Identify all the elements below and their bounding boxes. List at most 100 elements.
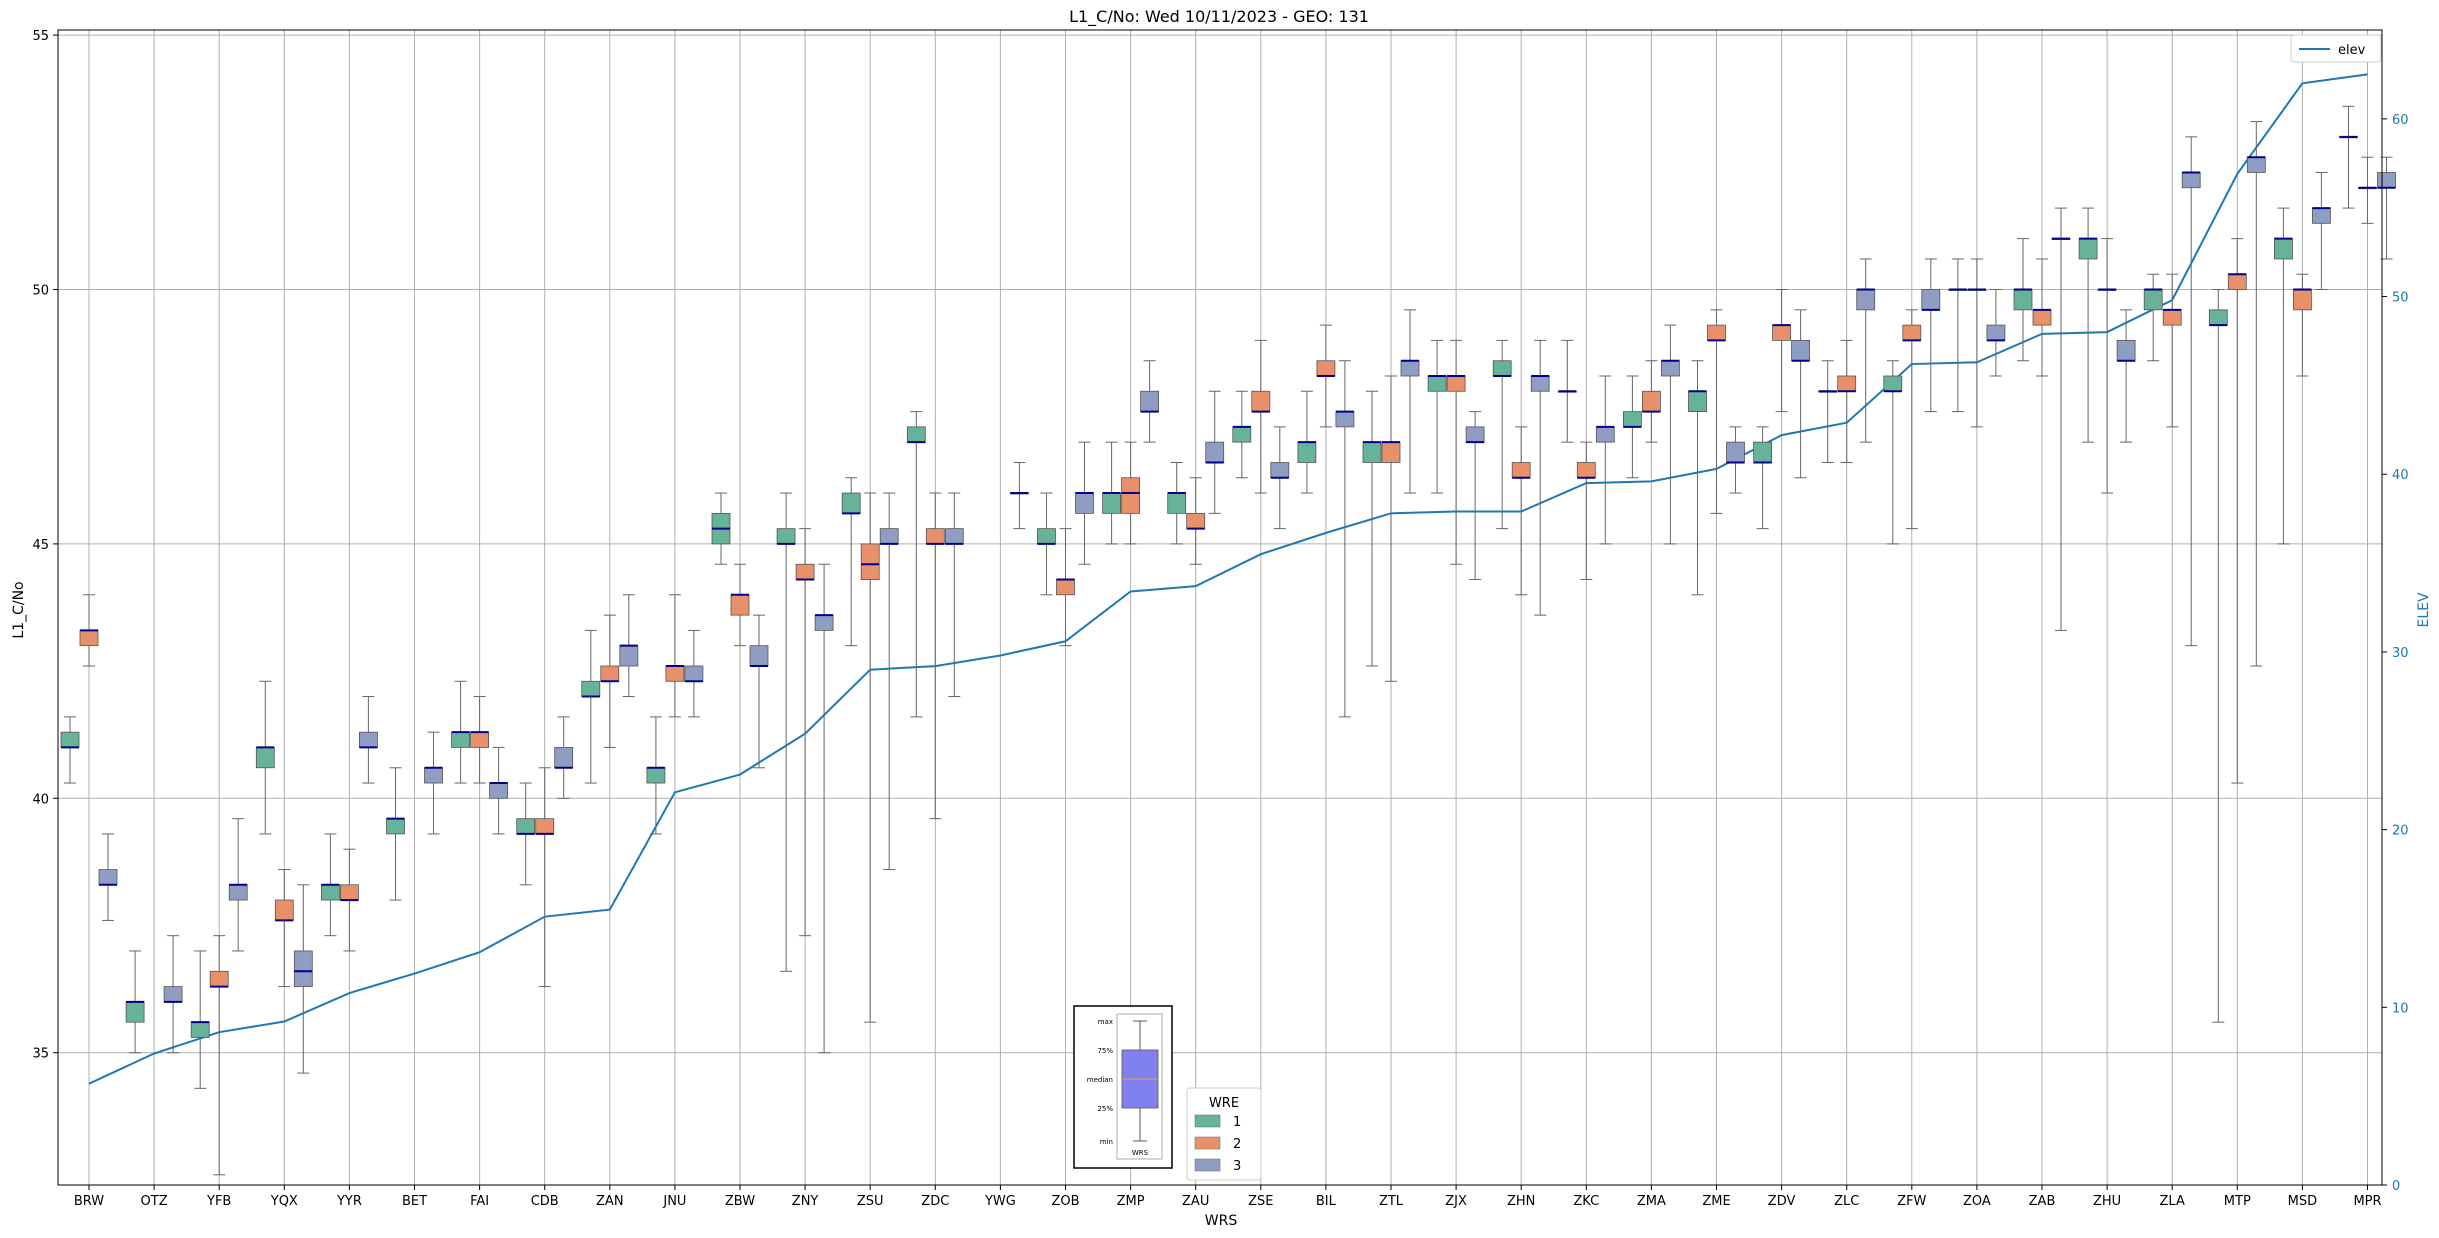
- box-iqr: [98, 869, 118, 886]
- x-tick-label: ZMA: [1637, 1194, 1666, 1209]
- box-zlc-wre2: [1837, 339, 1857, 463]
- box-iqr: [1335, 411, 1355, 428]
- y2-tick-label: 60: [2392, 113, 2409, 128]
- box-iqr: [619, 645, 639, 667]
- box-zmp-wre3: [1140, 360, 1159, 443]
- y-tick-label: 35: [32, 1047, 49, 1062]
- grid-lines: [58, 30, 2382, 1185]
- y-tick-label: 55: [32, 29, 49, 44]
- box-brw-wre3: [98, 833, 118, 921]
- box-iqr: [581, 680, 601, 697]
- box-zmp-wre2: [1121, 441, 1140, 545]
- box-yyr-wre1: [320, 833, 340, 937]
- box-zbw-wre2: [730, 563, 750, 647]
- box-zfw-wre2: [1902, 309, 1922, 530]
- x-tick-label: ZME: [1702, 1194, 1730, 1209]
- box-bil-wre1: [1297, 390, 1317, 494]
- box-iqr: [1576, 462, 1596, 479]
- elev-series: [88, 73, 2368, 1085]
- box-iqr: [1232, 426, 1252, 443]
- box-iqr: [2162, 309, 2182, 326]
- box-zdc-wre2: [925, 492, 945, 820]
- box-iqr: [1167, 492, 1187, 514]
- box-zme-wre1: [1688, 360, 1707, 596]
- box-zau-wre1: [1167, 461, 1187, 545]
- box-zma-wre3: [1661, 324, 1680, 545]
- box-iqr: [1446, 375, 1466, 392]
- box-yfb-wre3: [228, 818, 248, 952]
- box-zjx-wre3: [1465, 411, 1485, 581]
- box-zan-wre1: [581, 629, 601, 784]
- box-zab-wre3: [2051, 207, 2071, 631]
- x-tick-label: YFB: [206, 1194, 231, 1209]
- box-iqr: [814, 614, 834, 631]
- y-tick-label: 50: [32, 283, 49, 298]
- box-bet-wre3: [424, 731, 443, 835]
- box-iqr: [2377, 172, 2396, 189]
- x-tick-label: YYR: [336, 1194, 362, 1209]
- box-zhn-wre1: [1492, 339, 1512, 530]
- box-iqr: [1465, 426, 1485, 443]
- box-zoa-wre2: [1967, 258, 1987, 428]
- box-iqr: [2273, 238, 2293, 260]
- box-iqr: [1205, 441, 1225, 463]
- box-iqr: [2246, 156, 2266, 173]
- y2-tick-label: 0: [2392, 1179, 2400, 1194]
- box-zse-wre3: [1270, 426, 1290, 530]
- box-key-q3: 75%: [1097, 1047, 1113, 1055]
- x-tick-label: ZHN: [1507, 1194, 1535, 1209]
- elev-legend-label: elev: [2338, 43, 2366, 58]
- box-zny-wre3: [814, 563, 834, 1054]
- box-zla-wre2: [2162, 273, 2182, 428]
- box-fai-wre2: [470, 696, 490, 784]
- box-iqr: [2181, 172, 2201, 189]
- box-fai-wre3: [489, 746, 509, 835]
- x-tick-label: ZDC: [921, 1194, 949, 1209]
- box-bet-wre1: [386, 767, 405, 901]
- box-otz-wre1: [125, 950, 145, 1054]
- box-iqr: [1642, 390, 1661, 413]
- box-iqr: [386, 818, 405, 835]
- box-iqr: [860, 543, 880, 580]
- box-zla-wre1: [2143, 273, 2163, 362]
- box-iqr: [293, 950, 313, 987]
- box-yfb-wre1: [190, 950, 210, 1089]
- box-yfb-wre2: [209, 935, 229, 1176]
- box-zau-wre3: [1205, 390, 1225, 514]
- box-iqr: [60, 731, 80, 748]
- box-zlc-wre1: [1818, 360, 1838, 463]
- x-axis-label: WRS: [1205, 1213, 1238, 1229]
- box-iqr: [424, 767, 443, 784]
- box-iqr: [1883, 375, 1903, 392]
- box-mtp-wre2: [2227, 238, 2247, 784]
- box-iqr: [320, 884, 340, 901]
- box-iqr: [1362, 441, 1382, 463]
- box-iqr: [1707, 324, 1726, 341]
- box-zse-wre1: [1232, 390, 1252, 479]
- box-iqr: [1186, 512, 1206, 530]
- box-iqr: [2227, 273, 2247, 290]
- box-iqr: [906, 426, 926, 443]
- box-iqr: [1102, 492, 1121, 514]
- box-jnu-wre1: [646, 716, 666, 835]
- x-tick-label: ZHU: [2093, 1194, 2121, 1209]
- box-iqr: [2208, 309, 2228, 326]
- y-tick-label: 40: [32, 792, 49, 807]
- box-zan-wre3: [619, 594, 639, 698]
- x-tick-label: ZAN: [596, 1194, 624, 1209]
- y2-tick-label: 30: [2392, 646, 2409, 661]
- box-iqr: [1856, 289, 1876, 311]
- x-tick-label: ZLC: [1834, 1194, 1859, 1209]
- box-iqr: [209, 970, 229, 987]
- box-key-xlabel: WRS: [1132, 1149, 1149, 1157]
- box-zjx-wre1: [1427, 339, 1447, 494]
- box-iqr: [1753, 441, 1772, 463]
- x-tick-label: ZBW: [725, 1194, 755, 1209]
- wre-legend-3: 3: [1233, 1159, 1241, 1174]
- box-iqr: [339, 884, 359, 901]
- box-yqx-wre1: [255, 680, 275, 835]
- box-iqr: [2311, 207, 2331, 224]
- box-zan-wre2: [600, 614, 620, 748]
- box-iqr: [1791, 339, 1810, 362]
